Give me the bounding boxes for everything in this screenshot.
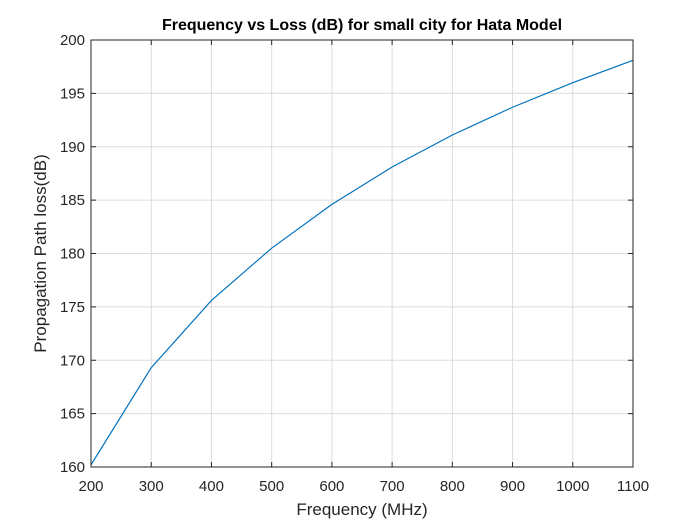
x-tick-label: 1000 xyxy=(556,478,589,495)
x-tick-label: 1100 xyxy=(617,478,649,495)
x-tick-label: 300 xyxy=(139,478,164,495)
y-tick-label: 160 xyxy=(60,459,85,476)
series-line xyxy=(90,59,634,466)
y-tick-label: 170 xyxy=(60,352,85,369)
x-axis-label: Frequency (MHz) xyxy=(296,500,427,519)
x-tick-label: 600 xyxy=(319,478,344,495)
x-tick-label: 800 xyxy=(440,478,465,495)
x-tick-label: 400 xyxy=(199,478,224,495)
y-axis-ticks: 160 165 170 175 180 185 190 195 200 xyxy=(60,32,633,476)
y-tick-label: 200 xyxy=(60,32,85,49)
y-tick-label: 185 xyxy=(60,192,85,209)
x-tick-label: 500 xyxy=(259,478,284,495)
x-tick-label: 700 xyxy=(380,478,405,495)
x-axis-ticks: 200 300 400 500 600 700 800 900 1000 1100 xyxy=(78,40,649,495)
y-tick-label: 175 xyxy=(60,299,85,316)
y-tick-label: 180 xyxy=(60,246,85,263)
y-tick-label: 165 xyxy=(60,406,85,423)
y-tick-label: 190 xyxy=(60,139,85,156)
chart-title: Frequency vs Loss (dB) for small city fo… xyxy=(162,17,562,34)
x-tick-label: 900 xyxy=(500,478,525,495)
series-layer xyxy=(90,59,634,466)
x-tick-label: 200 xyxy=(78,478,103,495)
y-axis-label: Propagation Path loss(dB) xyxy=(31,154,50,352)
y-tick-label: 195 xyxy=(60,85,85,102)
